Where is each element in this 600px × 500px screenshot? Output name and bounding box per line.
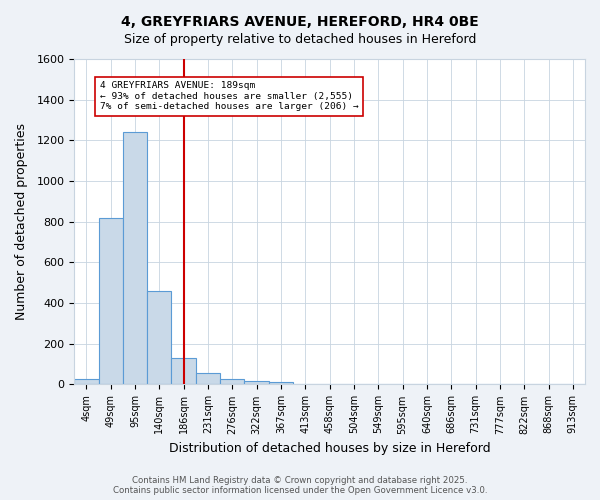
Y-axis label: Number of detached properties: Number of detached properties <box>15 123 28 320</box>
Text: Size of property relative to detached houses in Hereford: Size of property relative to detached ho… <box>124 32 476 46</box>
Bar <box>244 382 269 384</box>
X-axis label: Distribution of detached houses by size in Hereford: Distribution of detached houses by size … <box>169 442 490 455</box>
Bar <box>74 380 98 384</box>
Bar <box>123 132 147 384</box>
Text: Contains HM Land Registry data © Crown copyright and database right 2025.
Contai: Contains HM Land Registry data © Crown c… <box>113 476 487 495</box>
Bar <box>196 372 220 384</box>
Bar <box>220 380 244 384</box>
Bar <box>98 218 123 384</box>
Bar <box>269 382 293 384</box>
Text: 4 GREYFRIARS AVENUE: 189sqm
← 93% of detached houses are smaller (2,555)
7% of s: 4 GREYFRIARS AVENUE: 189sqm ← 93% of det… <box>100 82 358 111</box>
Bar <box>172 358 196 384</box>
Text: 4, GREYFRIARS AVENUE, HEREFORD, HR4 0BE: 4, GREYFRIARS AVENUE, HEREFORD, HR4 0BE <box>121 15 479 29</box>
Bar <box>147 291 172 384</box>
